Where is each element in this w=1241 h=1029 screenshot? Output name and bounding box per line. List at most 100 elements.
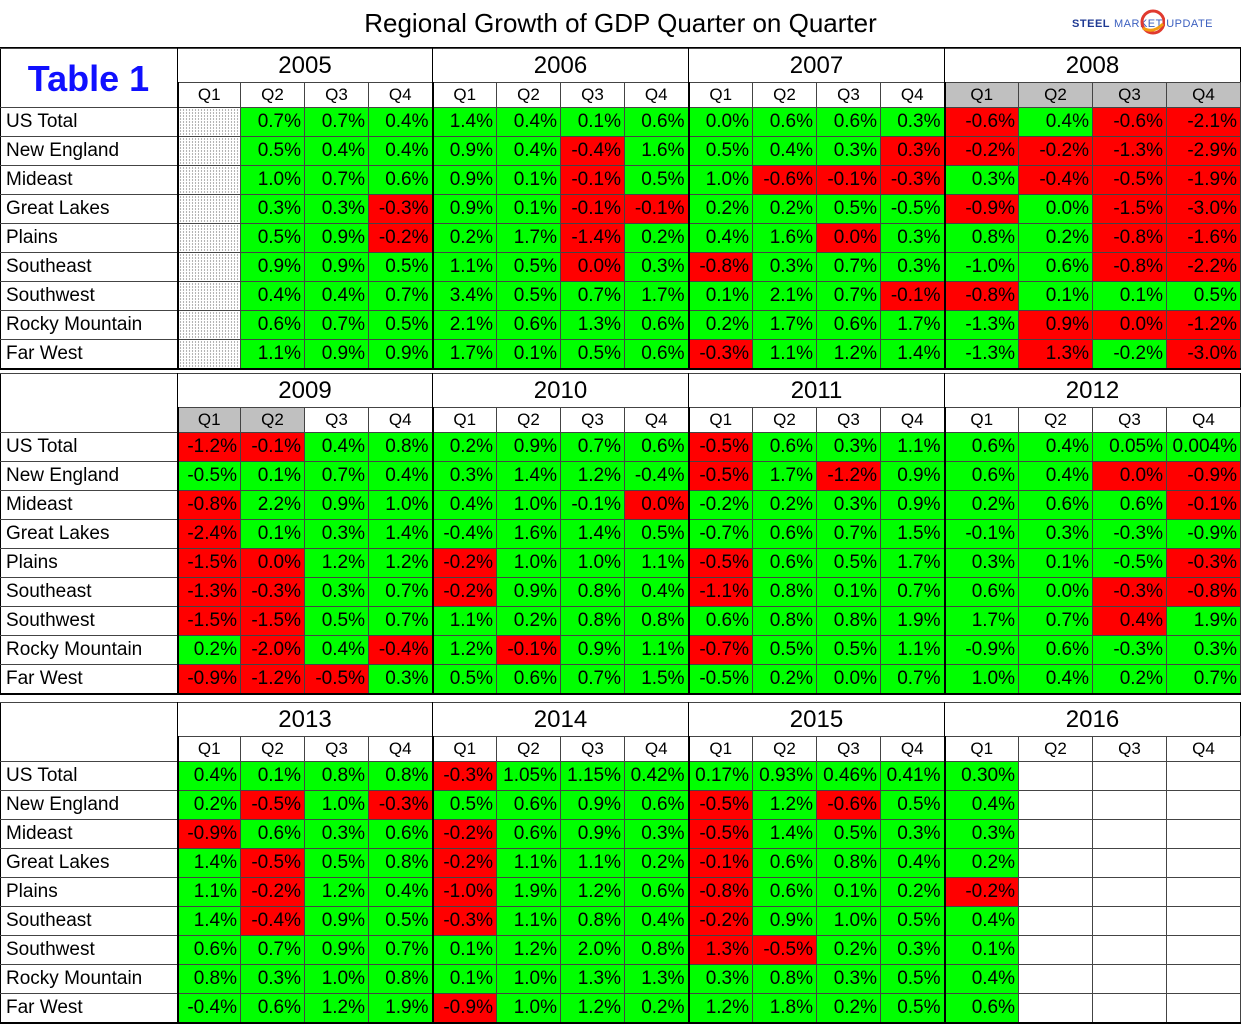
gdp-value-cell: 2.1%: [431, 310, 497, 340]
gdp-value-cell: 0.0%: [687, 107, 753, 137]
gdp-value-cell: -2.0%: [240, 635, 305, 665]
gdp-value-cell: -1.3%: [176, 577, 241, 607]
gdp-value-cell: 0.6%: [240, 993, 305, 1024]
gdp-value-cell: 0.9%: [368, 339, 433, 370]
gdp-value-cell: -0.5%: [304, 664, 369, 695]
gdp-value-cell: 0.8%: [368, 964, 433, 994]
gdp-value-cell: -0.3%: [1092, 519, 1167, 549]
gdp-value-cell: 2.0%: [560, 935, 625, 965]
gdp-value-cell: 0.1%: [1018, 281, 1093, 311]
empty-cell: [176, 339, 241, 370]
gdp-value-cell: 1.0%: [304, 790, 369, 820]
gdp-value-cell: 0.4%: [496, 136, 561, 166]
gdp-value-cell: 0.4%: [368, 136, 433, 166]
gdp-value-cell: -0.1%: [816, 165, 881, 195]
year-header: 2005: [177, 48, 433, 83]
gdp-value-cell: 0.3%: [1166, 635, 1241, 665]
gdp-value-cell: 0.9%: [752, 906, 817, 936]
gdp-value-cell: 0.7%: [368, 577, 433, 607]
empty-cell: [1092, 935, 1167, 965]
gdp-value-cell: -3.0%: [1166, 339, 1241, 370]
quarter-header: Q4: [880, 82, 945, 108]
gdp-value-cell: 0.8%: [752, 577, 817, 607]
gdp-value-cell: 0.5%: [880, 790, 945, 820]
gdp-value-cell: 0.7%: [368, 935, 433, 965]
gdp-value-cell: -0.8%: [687, 877, 753, 907]
gdp-value-cell: 0.0%: [816, 664, 881, 695]
gdp-value-cell: 1.8%: [752, 993, 817, 1024]
gdp-value-cell: 0.1%: [816, 577, 881, 607]
gdp-value-cell: 0.4%: [1018, 461, 1093, 491]
gdp-value-cell: 1.4%: [431, 107, 497, 137]
table-row: Great Lakes 0.3% 0.3% -0.3% 0.9% 0.1% -0.1% -0.…: [0, 194, 1241, 224]
quarter-header: Q3: [560, 407, 625, 433]
gdp-value-cell: 0.9%: [304, 339, 369, 370]
gdp-value-cell: 0.9%: [304, 906, 369, 936]
gdp-value-cell: 1.2%: [304, 877, 369, 907]
gdp-value-cell: 0.5%: [368, 252, 433, 282]
gdp-value-cell: 0.6%: [624, 877, 689, 907]
empty-cell: [176, 194, 241, 224]
gdp-value-cell: -1.5%: [1092, 194, 1167, 224]
gdp-value-cell: 0.7%: [880, 664, 945, 695]
quarter-header: Q1: [687, 407, 753, 433]
gdp-value-cell: 1.4%: [176, 906, 241, 936]
gdp-value-cell: 0.2%: [1018, 223, 1093, 253]
empty-cell: [1018, 848, 1093, 878]
gdp-value-cell: 1.1%: [240, 339, 305, 370]
gdp-value-cell: 0.4%: [687, 223, 753, 253]
region-label: Southeast: [0, 906, 178, 936]
gdp-value-cell: 0.6%: [496, 310, 561, 340]
region-label: Southeast: [0, 577, 178, 607]
gdp-value-cell: -2.9%: [1166, 136, 1241, 166]
region-label: New England: [0, 790, 178, 820]
empty-cell: [176, 165, 241, 195]
gdp-value-cell: -0.5%: [687, 432, 753, 462]
empty-cell: [1166, 964, 1241, 994]
gdp-value-cell: 0.6%: [752, 519, 817, 549]
gdp-value-cell: 0.7%: [1166, 664, 1241, 695]
gdp-value-cell: 1.2%: [304, 993, 369, 1024]
gdp-value-cell: 0.8%: [752, 606, 817, 636]
gdp-value-cell: 0.4%: [304, 635, 369, 665]
empty-cell: [1018, 935, 1093, 965]
gdp-value-cell: 0.2%: [752, 194, 817, 224]
gdp-value-cell: 0.6%: [1018, 490, 1093, 520]
gdp-value-cell: 0.3%: [240, 194, 305, 224]
gdp-value-cell: 1.1%: [496, 906, 561, 936]
quarter-header: Q3: [304, 407, 369, 433]
gdp-value-cell: 1.0%: [687, 165, 753, 195]
gdp-value-cell: -1.1%: [687, 577, 753, 607]
gdp-value-cell: 1.6%: [496, 519, 561, 549]
empty-cell: [1166, 819, 1241, 849]
table-row: Far West -0.9% -1.2% -0.5% 0.3% 0.5% 0.6% 0.7% 1…: [0, 664, 1241, 695]
gdp-value-cell: -0.2%: [1018, 136, 1093, 166]
table-row: Southwest -1.5% -1.5% 0.5% 0.7% 1.1% 0.2% 0.8% 0…: [0, 606, 1241, 636]
gdp-value-cell: -0.8%: [1092, 223, 1167, 253]
gdp-value-cell: 0.5%: [496, 252, 561, 282]
gdp-value-cell: 0.9%: [1018, 310, 1093, 340]
gdp-value-cell: 1.4%: [880, 339, 945, 370]
gdp-value-cell: 0.4%: [304, 281, 369, 311]
gdp-value-cell: 1.0%: [304, 964, 369, 994]
gdp-value-cell: 0.6%: [752, 848, 817, 878]
gdp-value-cell: 0.4%: [368, 461, 433, 491]
gdp-value-cell: 0.5%: [431, 664, 497, 695]
gdp-value-cell: 0.6%: [943, 993, 1019, 1024]
gdp-value-cell: 0.9%: [304, 490, 369, 520]
table-row: Southeast 0.9% 0.9% 0.5% 1.1% 0.5% 0.0% 0.3% -0.…: [0, 252, 1241, 282]
gdp-value-cell: 1.4%: [368, 519, 433, 549]
gdp-value-cell: 0.7%: [240, 935, 305, 965]
gdp-value-cell: 0.41%: [880, 761, 945, 791]
gdp-value-cell: 0.9%: [304, 223, 369, 253]
region-label: Mideast: [0, 819, 178, 849]
gdp-value-cell: 0.5%: [880, 964, 945, 994]
gdp-value-cell: 3.4%: [431, 281, 497, 311]
empty-cell: [176, 281, 241, 311]
region-label: Rocky Mountain: [0, 635, 178, 665]
gdp-value-cell: 0.3%: [304, 819, 369, 849]
gdp-value-cell: 1.6%: [752, 223, 817, 253]
gdp-value-cell: -0.4%: [368, 635, 433, 665]
gdp-value-cell: 0.6%: [816, 107, 881, 137]
